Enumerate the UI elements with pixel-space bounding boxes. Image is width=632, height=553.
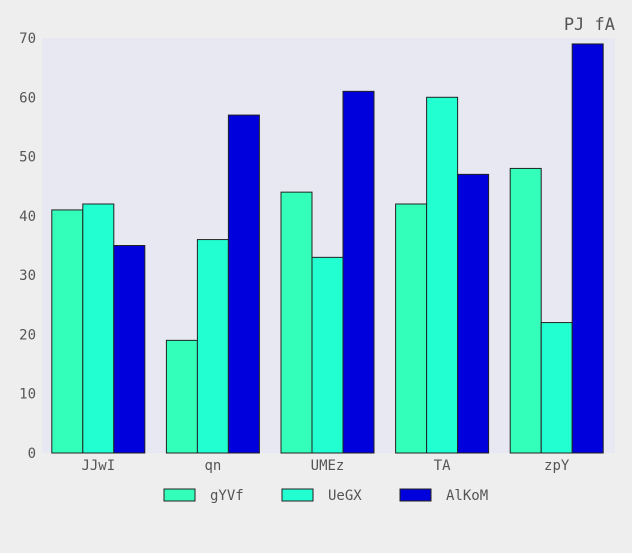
x-tick-label: zpY — [544, 458, 570, 474]
y-tick-label: 30 — [19, 268, 36, 284]
bar-AlKoM-qn — [227, 114, 260, 454]
bar-gYVf-qn — [165, 339, 198, 454]
bar-UeGX-UMEz — [311, 256, 344, 454]
bar-UeGX-TA — [426, 96, 459, 454]
legend-swatch-gYVf — [163, 488, 196, 502]
y-tick-label: 0 — [28, 446, 36, 462]
x-axis: JJwI qn UMEz TA zpY — [81, 458, 569, 474]
bar-AlKoM-JJwI — [113, 245, 146, 454]
bar-AlKoM-TA — [457, 173, 490, 454]
y-tick-label: 50 — [19, 150, 36, 166]
bar-gYVf-TA — [395, 203, 428, 454]
y-tick-label: 70 — [19, 31, 36, 47]
y-axis: 0 10 20 30 40 50 60 70 — [19, 31, 36, 462]
legend-swatch-UeGX — [281, 488, 314, 502]
x-tick-label: JJwI — [81, 458, 115, 474]
bar-AlKoM-UMEz — [342, 90, 375, 454]
bar-UeGX-zpY — [540, 322, 573, 454]
legend-label-gYVf: gYVf — [210, 488, 244, 504]
x-tick-label: TA — [434, 458, 451, 474]
x-tick-label: qn — [204, 458, 221, 474]
y-tick-label: 40 — [19, 209, 36, 225]
bar-AlKoM-zpY — [571, 43, 604, 454]
legend-label-UeGX: UeGX — [328, 488, 362, 504]
bar-gYVf-JJwI — [51, 209, 84, 454]
bar-gYVf-zpY — [509, 167, 542, 454]
x-tick-label: UMEz — [311, 458, 345, 474]
bars-group — [51, 43, 604, 454]
legend-swatch-AlKoM — [399, 488, 432, 502]
bar-UeGX-qn — [196, 239, 229, 454]
chart-title: PJ fA — [564, 15, 615, 35]
bar-gYVf-UMEz — [280, 191, 313, 454]
y-tick-label: 10 — [19, 387, 36, 403]
y-tick-label: 60 — [19, 90, 36, 106]
bar-UeGX-JJwI — [82, 203, 115, 454]
legend: gYVf UeGX AlKoM — [163, 488, 488, 504]
y-tick-label: 20 — [19, 327, 36, 343]
legend-label-AlKoM: AlKoM — [446, 488, 488, 504]
